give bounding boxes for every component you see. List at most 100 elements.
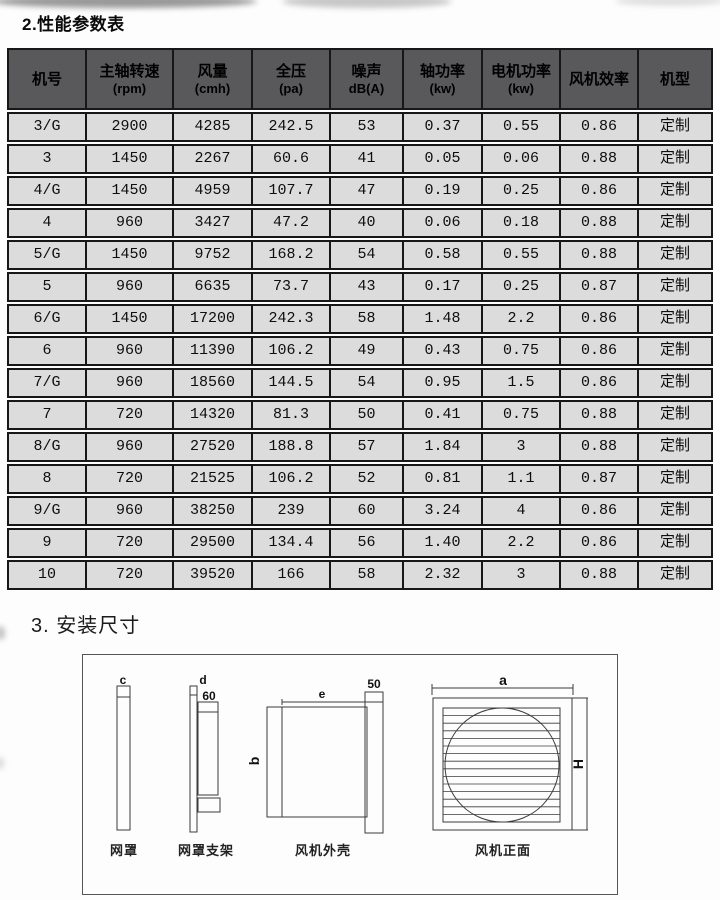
table-cell: 定制 xyxy=(638,400,713,430)
table-cell: 43 xyxy=(330,272,403,302)
scan-artifact-smudge xyxy=(0,757,4,769)
table-cell: 188.8 xyxy=(252,432,330,462)
table-row: 4/G 1450 4959 107.7 47 0.19 0.25 0.86 定制 xyxy=(7,176,713,206)
dim-label-e: e xyxy=(319,687,326,701)
table-cell: 定制 xyxy=(638,560,713,590)
fan-housing-drawing: e 50 b 风机外壳 xyxy=(246,677,384,858)
table-cell: 0.18 xyxy=(482,208,560,238)
table-cell: 0.05 xyxy=(403,144,482,174)
table-row: 8/G 960 27520 188.8 57 1.84 3 0.88 定制 xyxy=(7,432,713,462)
table-cell: 73.7 xyxy=(252,272,330,302)
table-row: 7 720 14320 81.3 50 0.41 0.75 0.88 定制 xyxy=(7,400,713,430)
table-cell: 0.55 xyxy=(482,240,560,270)
table-cell: 41 xyxy=(330,144,403,174)
column-header-line1: 全压 xyxy=(275,63,306,80)
scan-artifact-smudge xyxy=(282,0,452,8)
table-cell: 0.41 xyxy=(403,400,482,430)
table-cell: 52 xyxy=(330,464,403,494)
fan-front-label: 风机正面 xyxy=(475,843,531,858)
table-cell: 7/G xyxy=(7,368,86,398)
column-header: 噪声 dB(A) xyxy=(330,48,403,110)
column-header: 风量 (cmh) xyxy=(173,48,252,110)
table-cell: 58 xyxy=(330,560,403,590)
table-cell: 6635 xyxy=(173,272,252,302)
table-cell: 60.6 xyxy=(252,144,330,174)
table-cell: 定制 xyxy=(638,208,713,238)
table-cell: 0.87 xyxy=(560,272,638,302)
table-cell: 0.86 xyxy=(560,176,638,206)
column-header-line1: 风机效率 xyxy=(568,70,629,88)
table-cell: 38250 xyxy=(173,496,252,526)
table-cell: 1.1 xyxy=(482,464,560,494)
table-cell: 960 xyxy=(86,336,173,366)
table-cell: 1450 xyxy=(86,304,173,334)
louver-lines xyxy=(443,715,560,815)
table-cell: 0.88 xyxy=(560,400,638,430)
table-cell: 10 xyxy=(7,560,86,590)
table-cell: 定制 xyxy=(638,272,713,302)
table-cell: 0.25 xyxy=(482,272,560,302)
table-cell: 0.06 xyxy=(482,144,560,174)
installation-diagram: c 网罩 d 60 网罩支架 e 50 b 风机外壳 a xyxy=(82,654,618,895)
table-cell: 1.48 xyxy=(403,304,482,334)
table-cell: 2.2 xyxy=(482,528,560,558)
table-cell: 0.19 xyxy=(403,176,482,206)
table-cell: 0.86 xyxy=(560,496,638,526)
table-cell: 134.4 xyxy=(252,528,330,558)
table-body: 3/G 2900 4285 242.5 53 0.37 0.55 0.86 定制 3 1450 226… xyxy=(7,112,713,590)
table-cell: 定制 xyxy=(638,464,713,494)
table-cell: 2900 xyxy=(86,112,173,142)
column-header-line1: 电机功率 xyxy=(490,63,551,80)
table-row: 5 960 6635 73.7 43 0.17 0.25 0.87 定制 xyxy=(7,272,713,302)
table-cell: 960 xyxy=(86,496,173,526)
table-cell: 定制 xyxy=(638,432,713,462)
table-cell: 4959 xyxy=(173,176,252,206)
table-cell: 0.86 xyxy=(560,368,638,398)
dim-label-c: c xyxy=(120,673,127,687)
table-cell: 定制 xyxy=(638,144,713,174)
table-cell: 0.17 xyxy=(403,272,482,302)
table-cell: 960 xyxy=(86,272,173,302)
column-header: 机型 xyxy=(638,48,713,110)
table-cell: 3 xyxy=(482,432,560,462)
dim-label-50: 50 xyxy=(367,677,381,691)
table-cell: 9/G xyxy=(7,496,86,526)
dim-label-60: 60 xyxy=(202,689,216,703)
table-cell: 4/G xyxy=(7,176,86,206)
table-cell: 9 xyxy=(7,528,86,558)
table-row: 6 960 11390 106.2 49 0.43 0.75 0.86 定制 xyxy=(7,336,713,366)
dim-label-H: H xyxy=(570,759,586,769)
table-cell: 81.3 xyxy=(252,400,330,430)
table-cell: 4285 xyxy=(173,112,252,142)
table-cell: 0.88 xyxy=(560,208,638,238)
table-cell: 0.88 xyxy=(560,144,638,174)
table-cell: 0.55 xyxy=(482,112,560,142)
dim-label-d: d xyxy=(199,673,206,687)
column-header: 电机功率 (kw) xyxy=(482,48,560,110)
dim-label-a: a xyxy=(499,672,507,688)
table-cell: 0.88 xyxy=(560,560,638,590)
table-cell: 8 xyxy=(7,464,86,494)
table-cell: 定制 xyxy=(638,368,713,398)
table-cell: 3/G xyxy=(7,112,86,142)
section2-title: 2.性能参数表 xyxy=(22,15,125,34)
table-cell: 54 xyxy=(330,368,403,398)
table-cell: 3 xyxy=(482,560,560,590)
mesh-bracket-label: 网罩支架 xyxy=(178,843,234,858)
table-row: 3 1450 2267 60.6 41 0.05 0.06 0.88 定制 xyxy=(7,144,713,174)
table-cell: 14320 xyxy=(173,400,252,430)
column-header-line2: (kw) xyxy=(429,81,456,96)
performance-table: 机号 主轴转速 (rpm) 风量 (cmh) 全压 (pa) 噪声 dB(A) 轴功率 (kw) 电机… xyxy=(7,46,713,592)
column-header-line1: 轴功率 xyxy=(419,63,465,80)
table-cell: 9752 xyxy=(173,240,252,270)
table-header-row: 机号 主轴转速 (rpm) 风量 (cmh) 全压 (pa) 噪声 dB(A) 轴功率 (kw) 电机… xyxy=(7,48,713,110)
table-cell: 0.86 xyxy=(560,112,638,142)
table-cell: 2.32 xyxy=(403,560,482,590)
column-header-line1: 噪声 xyxy=(351,63,382,80)
table-cell: 50 xyxy=(330,400,403,430)
column-header-line2: (kw) xyxy=(508,81,534,96)
column-header: 轴功率 (kw) xyxy=(403,48,482,110)
table-cell: 720 xyxy=(86,464,173,494)
table-cell: 18560 xyxy=(173,368,252,398)
table-cell: 720 xyxy=(86,400,173,430)
